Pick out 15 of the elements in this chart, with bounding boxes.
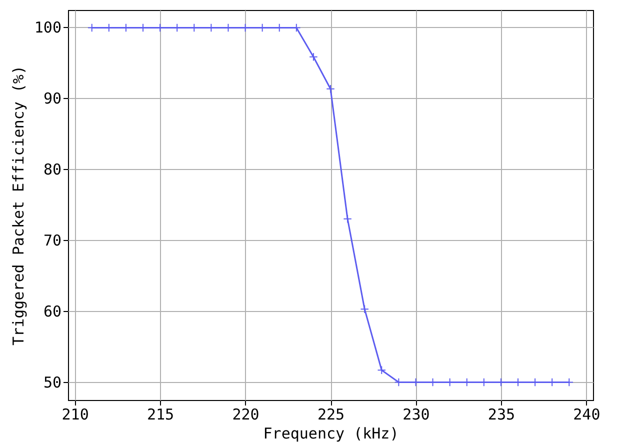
x-tick-label: 225 — [317, 406, 345, 424]
x-tick-label: 210 — [62, 406, 89, 424]
y-tick-label: 50 — [43, 374, 62, 392]
x-axis-title: Frequency (kHz) — [263, 424, 399, 442]
x-tick-label: 240 — [573, 406, 600, 424]
x-tick-label: 215 — [147, 406, 174, 424]
x-tick-label: 220 — [232, 406, 260, 424]
y-tick-label: 80 — [43, 160, 62, 179]
x-tick-label: 235 — [488, 406, 515, 424]
x-tick-label: 230 — [402, 406, 430, 424]
y-tick-label: 100 — [34, 18, 62, 37]
y-axis-title: Triggered Packet Efficiency (%) — [9, 66, 28, 346]
y-tick-label: 70 — [43, 232, 62, 250]
y-tick-label: 90 — [43, 90, 62, 108]
y-tick-label: 60 — [43, 302, 62, 321]
